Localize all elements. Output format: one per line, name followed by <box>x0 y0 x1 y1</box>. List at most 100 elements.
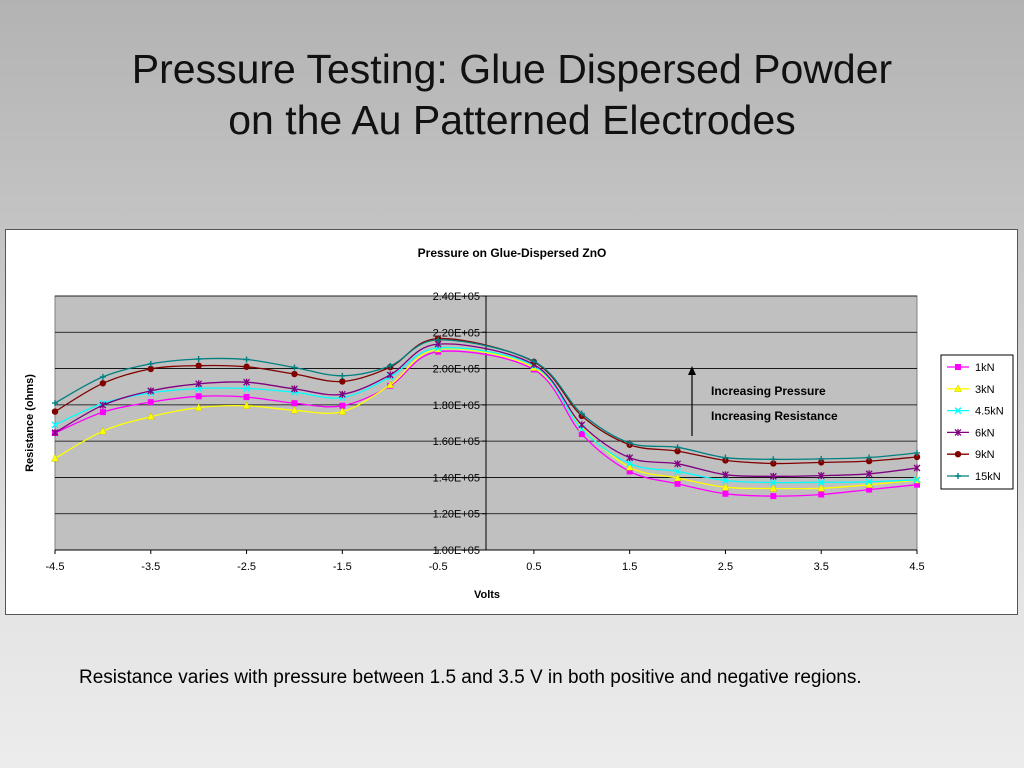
data-point-4.5kN <box>865 478 873 486</box>
data-point-1kN <box>99 409 106 416</box>
data-point-15kN <box>99 373 106 380</box>
data-point-1kN <box>770 493 777 500</box>
data-point-15kN <box>722 454 729 461</box>
legend: 1kN 3kN 4.5kN 6kN 9kN 15kN <box>947 362 1004 483</box>
x-tick-label: -1.5 <box>333 561 352 573</box>
data-point-6kN <box>913 464 921 472</box>
data-point-6kN <box>147 387 155 395</box>
data-point-1kN <box>578 431 585 438</box>
resistance-line-chart: Pressure on Glue-Dispersed ZnO Volts Res… <box>24 246 1014 601</box>
data-point-1kN <box>818 491 825 498</box>
data-point-6kN <box>243 378 251 386</box>
data-point-15kN <box>339 372 346 379</box>
legend-marker-1kN <box>955 364 961 370</box>
y-tick-label: 1.00E+05 <box>433 545 480 557</box>
data-point-3kN <box>625 462 634 471</box>
data-point-4.5kN <box>913 476 921 484</box>
data-point-4.5kN <box>626 460 634 468</box>
data-point-3kN <box>817 483 826 492</box>
legend-marker-6kN <box>954 428 962 436</box>
data-point-6kN <box>674 460 682 468</box>
data-point-6kN <box>338 390 346 398</box>
legend-marker-3kN <box>954 384 962 392</box>
y-tick-label: 1.60E+05 <box>433 436 480 448</box>
data-point-4.5kN <box>721 477 729 485</box>
data-point-15kN <box>435 336 442 343</box>
data-point-6kN <box>51 429 59 437</box>
x-tick-label: 1.5 <box>622 561 637 573</box>
data-point-4.5kN <box>51 421 59 429</box>
data-point-1kN <box>147 399 154 406</box>
legend-label-3kN: 3kN <box>975 384 995 396</box>
data-point-9kN <box>99 380 107 387</box>
data-point-3kN <box>290 405 299 414</box>
legend-label-6kN: 6kN <box>975 427 995 439</box>
data-point-1kN <box>339 402 346 409</box>
slide-caption: Resistance varies with pressure between … <box>79 667 862 688</box>
data-point-3kN <box>769 484 778 492</box>
x-tick-label: -0.5 <box>429 561 448 573</box>
data-point-3kN <box>338 407 347 415</box>
data-point-9kN <box>818 459 825 466</box>
data-point-3kN <box>194 403 203 411</box>
annotation-increasing-pressure: Increasing Pressure <box>711 384 826 398</box>
annotation-increasing-resistance: Increasing Resistance <box>711 409 838 423</box>
data-point-6kN <box>386 371 394 379</box>
legend-box <box>940 354 1014 490</box>
data-point-6kN <box>195 380 203 388</box>
y-tick-label: 2.40E+05 <box>433 291 480 303</box>
series-6kN-group <box>51 340 921 480</box>
data-point-1kN <box>722 490 729 497</box>
data-point-3kN <box>673 473 682 482</box>
data-point-6kN <box>769 472 777 480</box>
data-point-1kN <box>866 486 873 493</box>
data-point-6kN <box>290 385 298 393</box>
data-point-6kN <box>865 470 873 478</box>
y-tick-label: 1.80E+05 <box>433 400 480 412</box>
data-point-6kN <box>626 454 634 462</box>
data-point-3kN <box>99 426 107 435</box>
data-point-4.5kN <box>674 467 682 475</box>
data-point-3kN <box>386 380 395 389</box>
slide-title-line2: on the Au Patterned Electrodes <box>228 97 796 143</box>
legend-label-1kN: 1kN <box>975 362 995 374</box>
data-point-4.5kN <box>817 478 825 486</box>
data-point-9kN <box>51 408 59 415</box>
data-point-15kN <box>578 410 585 417</box>
x-tick-label: 2.5 <box>718 561 733 573</box>
legend-label-4.5kN: 4.5kN <box>975 406 1004 418</box>
legend-marker-15kN <box>955 473 961 479</box>
plot-area-group: 1.00E+05 1.20E+05 1.40E+05 1.60E+05 1.80E+05… <box>46 291 925 573</box>
data-point-6kN <box>817 472 825 480</box>
data-point-1kN <box>626 468 633 475</box>
data-point-15kN <box>243 356 250 363</box>
data-point-15kN <box>291 364 298 371</box>
data-point-15kN <box>52 400 58 407</box>
data-point-9kN <box>243 363 250 370</box>
data-point-9kN <box>195 362 202 369</box>
data-point-9kN <box>147 365 154 373</box>
data-point-15kN <box>530 358 537 365</box>
x-axis-label: Volts <box>474 589 500 601</box>
data-point-1kN <box>195 393 202 400</box>
legend-marker-4.5kN <box>954 407 962 415</box>
chart-title: Pressure on Glue-Dispersed ZnO <box>418 246 607 260</box>
legend-marker-9kN <box>954 451 962 458</box>
x-tick-label: -2.5 <box>237 561 256 573</box>
x-tick-label: -4.5 <box>46 561 65 573</box>
x-tick-label: 0.5 <box>526 561 541 573</box>
data-point-9kN <box>339 378 346 385</box>
data-point-15kN <box>770 456 777 463</box>
data-point-9kN <box>291 370 298 378</box>
data-point-15kN <box>387 362 394 369</box>
data-point-9kN <box>913 453 921 461</box>
data-point-6kN <box>99 401 107 409</box>
x-tick-label: 4.5 <box>909 561 924 573</box>
data-point-15kN <box>626 439 633 446</box>
data-point-15kN <box>674 444 681 451</box>
data-point-9kN <box>865 457 873 465</box>
slide-title: Pressure Testing: Glue Dispersed Powder … <box>0 44 1024 146</box>
data-point-3kN <box>721 482 730 491</box>
data-point-9kN <box>674 447 681 455</box>
data-point-1kN <box>291 400 298 407</box>
